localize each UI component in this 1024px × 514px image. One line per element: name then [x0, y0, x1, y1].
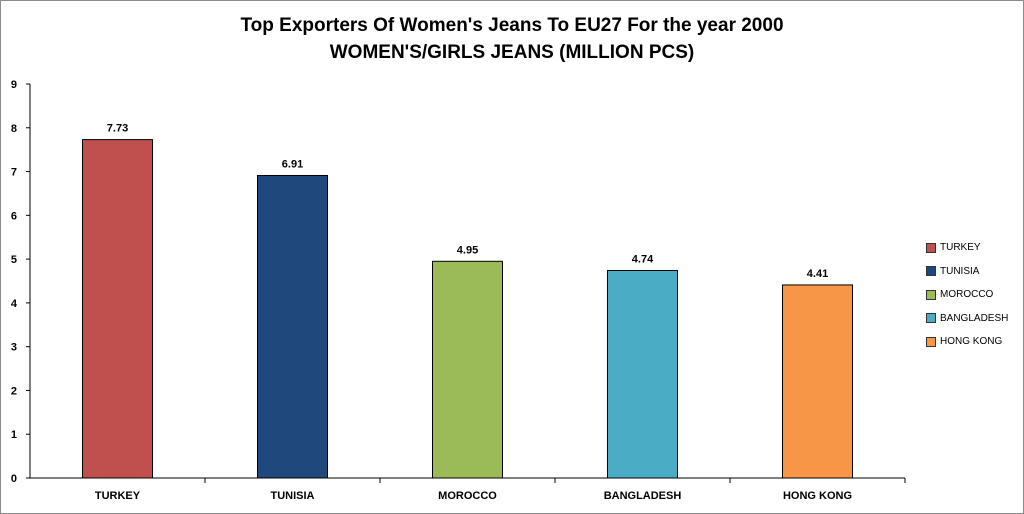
- y-tick-label: 9: [11, 79, 17, 91]
- legend-swatch: [926, 313, 936, 324]
- legend-label: MOROCCO: [940, 289, 994, 301]
- legend-label: TUNISIA: [940, 265, 980, 277]
- legend-item: HONG KONG: [926, 330, 1008, 354]
- legend-swatch: [926, 289, 936, 300]
- data-label: 4.95: [457, 244, 478, 256]
- chart-title-block: Top Exporters Of Women's Jeans To EU27 F…: [0, 12, 1024, 66]
- legend-swatch: [926, 242, 936, 253]
- chart-subtitle: WOMEN'S/GIRLS JEANS (MILLION PCS): [329, 42, 695, 63]
- y-tick-label: 0: [11, 473, 17, 485]
- y-tick-label: 7: [11, 167, 17, 179]
- y-tick-label: 1: [11, 429, 17, 441]
- data-label: 4.74: [632, 253, 654, 265]
- y-tick-label: 4: [11, 298, 18, 310]
- legend-label: HONG KONG: [940, 336, 1003, 348]
- legend-item: TUNISIA: [926, 260, 1008, 284]
- y-tick-label: 8: [11, 123, 17, 135]
- legend-label: BANGLADESH: [940, 312, 1009, 324]
- x-tick-label: TUNISIA: [271, 490, 315, 502]
- x-tick-label: TURKEY: [95, 490, 141, 502]
- chart-legend: TURKEY TUNISIA MOROCCO BANGLADESH HONG KONG: [926, 236, 1008, 354]
- legend-item: TURKEY: [926, 236, 1008, 260]
- data-label: 4.41: [807, 268, 828, 280]
- x-tick-label: HONG KONG: [783, 490, 852, 502]
- legend-swatch: [926, 336, 936, 347]
- x-tick-label: BANGLADESH: [604, 490, 682, 502]
- y-tick-label: 3: [11, 342, 17, 354]
- y-tick-label: 6: [11, 210, 17, 222]
- bar: [257, 174, 328, 479]
- legend-swatch: [926, 266, 936, 277]
- bar: [82, 139, 153, 479]
- legend-item: MOROCCO: [926, 283, 1008, 307]
- data-label: 7.73: [107, 123, 128, 135]
- y-tick-label: 5: [11, 254, 17, 266]
- x-tick-label: MOROCCO: [438, 490, 497, 502]
- legend-label: TURKEY: [940, 242, 981, 254]
- data-label: 6.91: [282, 158, 303, 170]
- legend-item: BANGLADESH: [926, 307, 1008, 331]
- chart-title: Top Exporters Of Women's Jeans To EU27 F…: [240, 15, 784, 36]
- bar: [432, 260, 503, 479]
- bar: [782, 284, 853, 479]
- y-tick-label: 2: [11, 385, 17, 397]
- bar: [607, 269, 678, 479]
